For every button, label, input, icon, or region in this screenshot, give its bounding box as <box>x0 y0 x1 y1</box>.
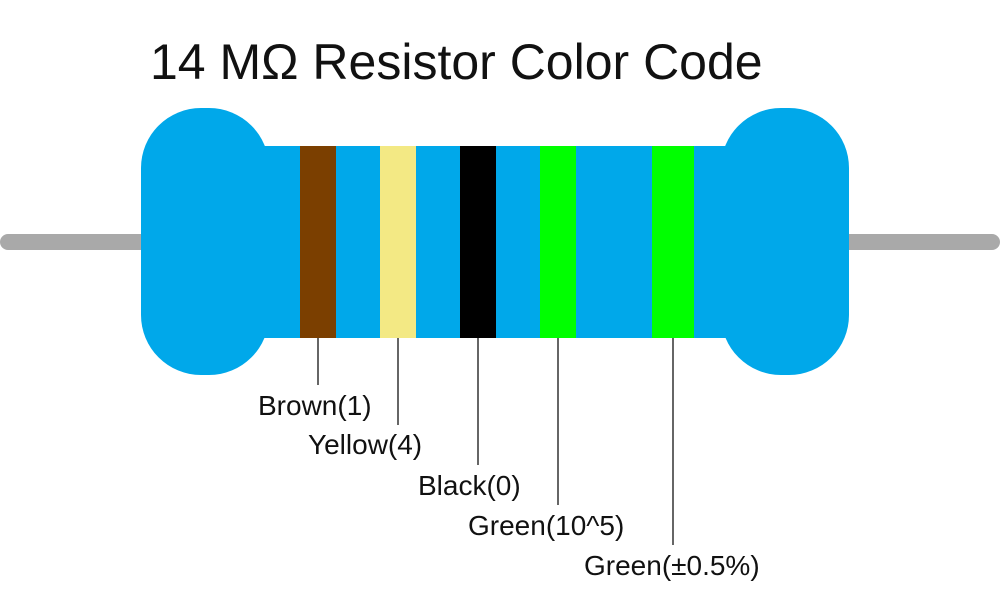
band-label-1: Brown(1) <box>258 390 372 421</box>
band-label-2: Yellow(4) <box>308 429 423 460</box>
resistor-right-cap <box>721 108 849 375</box>
band-5-green <box>652 146 694 338</box>
band-label-4: Green(10^5) <box>468 510 625 541</box>
resistor-left-cap <box>141 108 269 375</box>
band-label-5: Green(±0.5%) <box>584 550 760 581</box>
band-label-3: Black(0) <box>418 470 521 501</box>
diagram-title: 14 MΩ Resistor Color Code <box>150 34 763 90</box>
band-3-black <box>460 146 496 338</box>
band-2-yellow <box>380 146 416 338</box>
band-1-brown <box>300 146 336 338</box>
band-4-green <box>540 146 576 338</box>
